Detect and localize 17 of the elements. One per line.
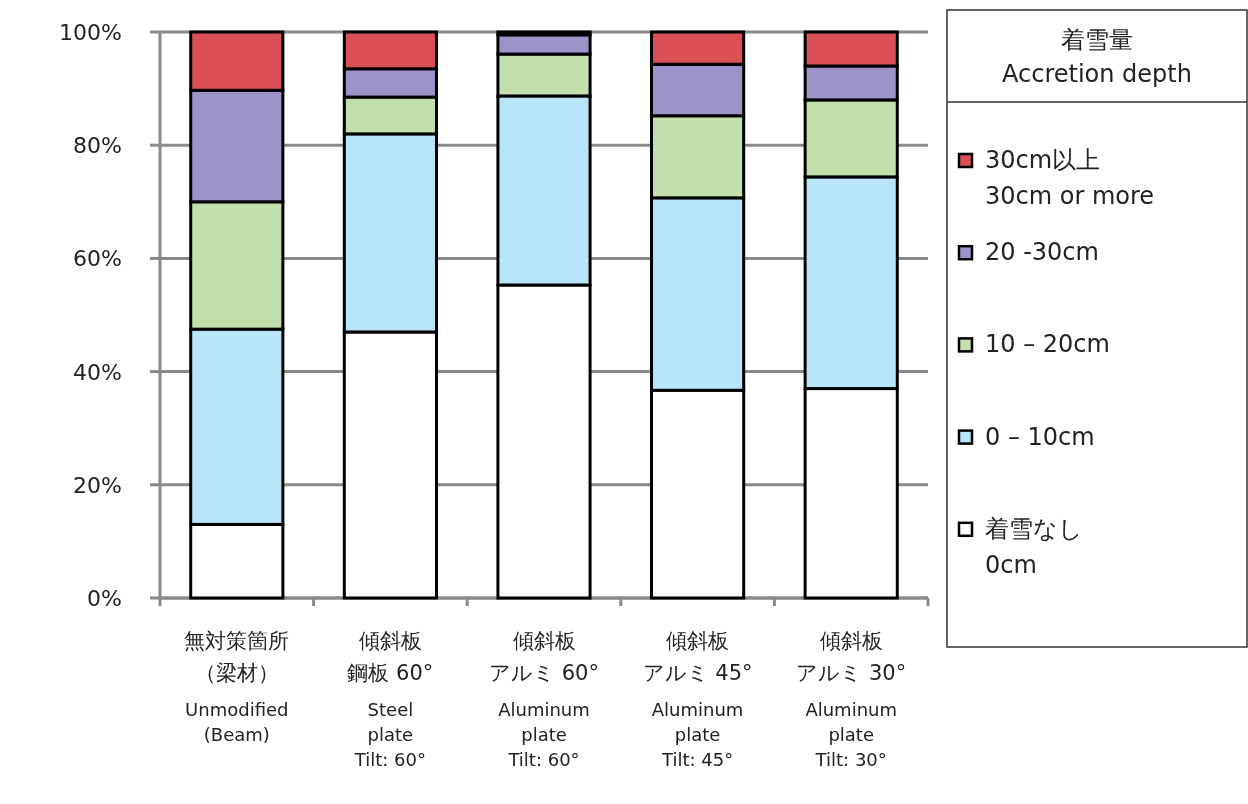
y-tick-label: 0% — [87, 586, 122, 611]
legend-label: 着雪なし 0cm — [985, 514, 1083, 579]
x-tick-label: 傾斜板アルミ 60° Aluminum plate Tilt: 60° — [489, 629, 599, 770]
x-tick-label: 傾斜板鋼板 60° Steel plate Tilt: 60° — [347, 629, 434, 770]
legend-label: 20 -30cm — [985, 238, 1099, 267]
x-tick-label: 傾斜板アルミ 30° Aluminum plate Tilt: 30° — [796, 629, 907, 770]
y-tick-label: 80% — [73, 133, 122, 159]
x-tick-label: 傾斜板アルミ 45° Aluminum plate Tilt: 45° — [642, 629, 753, 770]
y-tick-label: 40% — [73, 359, 122, 385]
y-tick-label: 60% — [73, 246, 122, 272]
y-tick-label: 20% — [73, 472, 122, 498]
x-tick-label: 無対策箇所（梁材） Unmodified (Beam) — [184, 629, 290, 745]
legend-label: 10 – 20cm — [985, 330, 1110, 359]
legend-label: 0 – 10cm — [985, 422, 1095, 451]
legend-title: 着雪量 Accretion depth — [1002, 26, 1192, 88]
legend-label: 30cm以上 30cm or more — [985, 146, 1155, 210]
y-tick-label: 100% — [59, 20, 122, 45]
